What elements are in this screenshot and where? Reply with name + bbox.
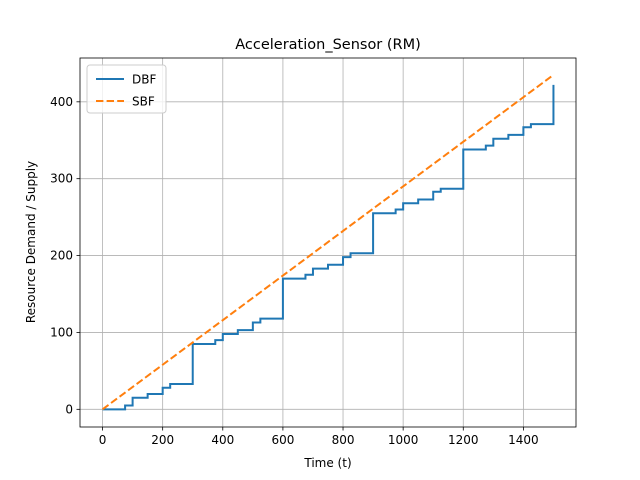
axis-ticks: 0 200 400 600 800 1000 1200 1400 0 100 200 300 400 [50,95,539,447]
plot-series [101,74,555,411]
y-tick-label: 100 [50,325,73,339]
x-tick-label: 600 [271,433,294,447]
series-line-dbf [102,84,555,411]
chart-title: Acceleration_Sensor (RM) [235,37,421,53]
x-tick-label: 400 [211,433,234,447]
legend: DBF SBF [86,64,167,114]
series-line-sbf [101,74,555,411]
legend-label-sbf: SBF [132,95,155,109]
y-tick-label: 300 [50,172,73,186]
y-tick-label: 0 [65,402,73,416]
y-tick-label: 400 [50,95,73,109]
x-tick-label: 800 [332,433,355,447]
x-tick-label: 1400 [508,433,539,447]
x-tick-label: 1000 [388,433,419,447]
x-axis-label: Time (t) [303,456,351,470]
x-tick-label: 200 [151,433,174,447]
y-tick-label: 200 [50,249,73,263]
grid-lines [80,58,576,427]
y-axis-label: Resource Demand / Supply [24,161,38,323]
plot-area-frame [79,57,577,428]
x-tick-label: 1200 [448,433,479,447]
x-tick-label: 0 [99,433,107,447]
legend-label-dbf: DBF [132,73,156,87]
